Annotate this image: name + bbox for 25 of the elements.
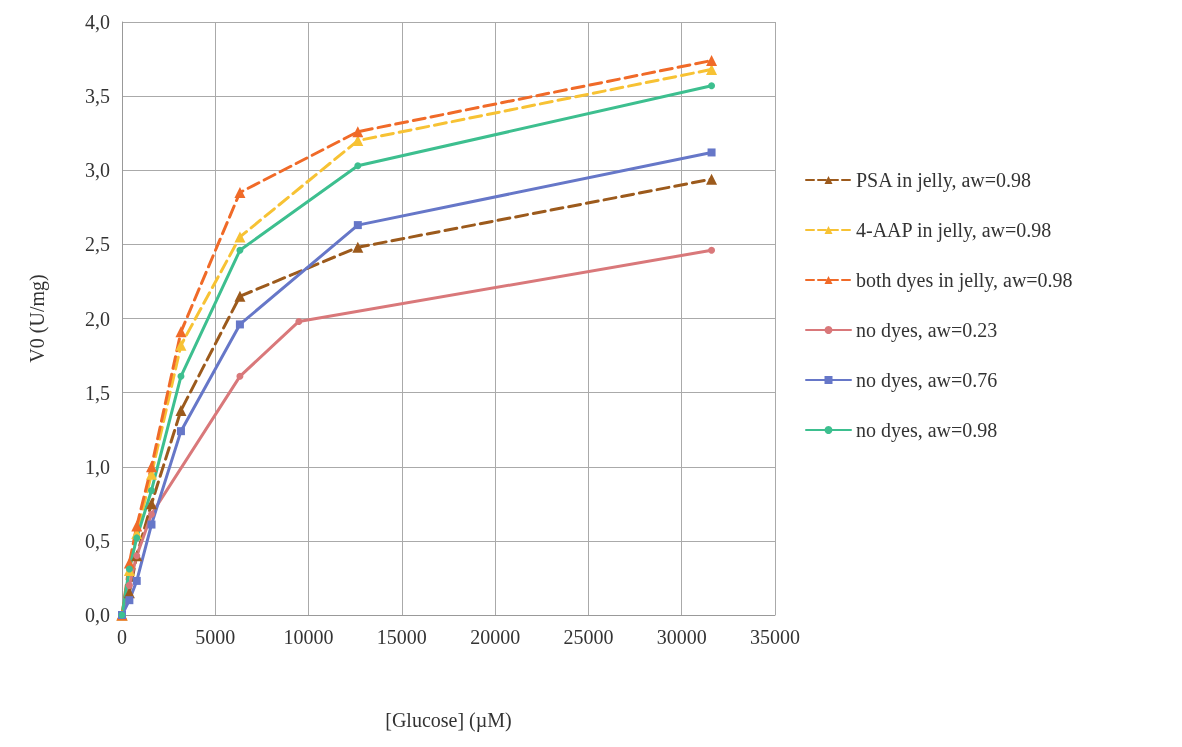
x-tick-label: 5000 bbox=[195, 626, 236, 648]
y-tick-label: 1,5 bbox=[85, 381, 110, 404]
y-tick-label: 3,5 bbox=[85, 85, 110, 108]
y-tick-label: 1,0 bbox=[85, 455, 110, 478]
x-tick-label: 20000 bbox=[470, 626, 521, 648]
legend-label: PSA in jelly, aw=0.98 bbox=[856, 169, 1031, 192]
y-tick-label: 4,0 bbox=[85, 11, 110, 33]
y-tick-label: 0,0 bbox=[85, 604, 110, 626]
legend-label: no dyes, aw=0.76 bbox=[856, 369, 998, 392]
legend-label: both dyes in jelly, aw=0.98 bbox=[856, 269, 1073, 292]
y-axis-title: V0 (U/mg) bbox=[26, 274, 49, 363]
y-tick-label: 2,5 bbox=[85, 233, 110, 256]
x-axis-title: [Glucose] (µM) bbox=[385, 709, 512, 732]
y-tick-label: 0,5 bbox=[85, 529, 110, 552]
legend-label: 4-AAP in jelly, aw=0.98 bbox=[856, 219, 1052, 242]
x-tick-label: 15000 bbox=[376, 626, 427, 648]
x-tick-label: 25000 bbox=[563, 626, 614, 648]
legend-label: no dyes, aw=0.98 bbox=[856, 419, 998, 442]
legend-label: no dyes, aw=0.23 bbox=[856, 319, 998, 342]
y-tick-label: 3,0 bbox=[85, 159, 110, 182]
x-tick-label: 35000 bbox=[750, 626, 800, 648]
x-tick-label: 10000 bbox=[283, 626, 334, 648]
x-tick-label: 30000 bbox=[656, 626, 707, 648]
y-tick-label: 2,0 bbox=[85, 307, 110, 330]
x-tick-label: 0 bbox=[117, 626, 127, 648]
